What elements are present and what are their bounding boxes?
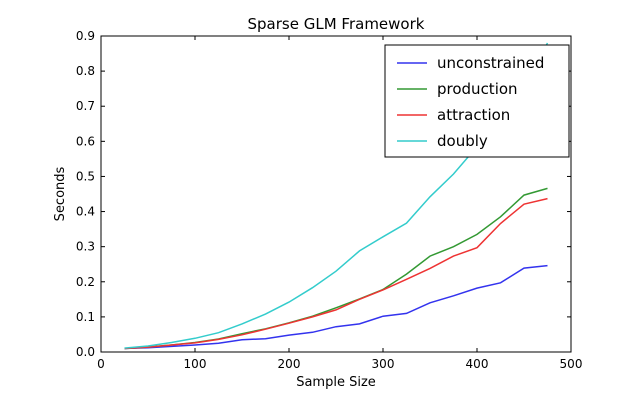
legend-label: doubly: [437, 132, 488, 150]
y-axis-label: Seconds: [53, 166, 68, 221]
y-tick-label: 0.2: [76, 275, 95, 289]
legend-label: attraction: [437, 106, 510, 124]
x-axis-label: Sample Size: [296, 375, 376, 390]
x-tick-label: 0: [97, 357, 105, 371]
legend: unconstrained production attraction doubly: [384, 44, 570, 158]
y-tick-label: 0.0: [76, 345, 95, 359]
y-tick-label: 0.1: [76, 310, 95, 324]
y-tick-label: 0.3: [76, 240, 95, 254]
y-tick-label: 0.5: [76, 169, 95, 183]
legend-label: unconstrained: [437, 54, 544, 72]
legend-label: production: [437, 80, 518, 98]
series-line-attraction: [124, 197, 548, 350]
series-line-unconstrained: [124, 264, 548, 350]
x-tick-label: 500: [560, 357, 583, 371]
x-tick-label: 200: [278, 357, 301, 371]
axis-ticks: 0 100 200 300 400 500 0.0 0.1 0.2 0.3 0.4 0.5 0.6 0.7…: [76, 29, 583, 371]
plot-frame: [100, 35, 572, 353]
y-tick-label: 0.7: [76, 99, 95, 113]
y-tick-label: 0.9: [76, 29, 95, 43]
y-tick-label: 0.8: [76, 64, 95, 78]
x-tick-label: 300: [372, 357, 395, 371]
y-tick-label: 0.6: [76, 134, 95, 148]
x-tick-label: 400: [466, 357, 489, 371]
y-tick-label: 0.4: [76, 205, 95, 219]
chart-title: Sparse GLM Framework: [248, 15, 425, 33]
x-tick-label: 100: [184, 357, 207, 371]
